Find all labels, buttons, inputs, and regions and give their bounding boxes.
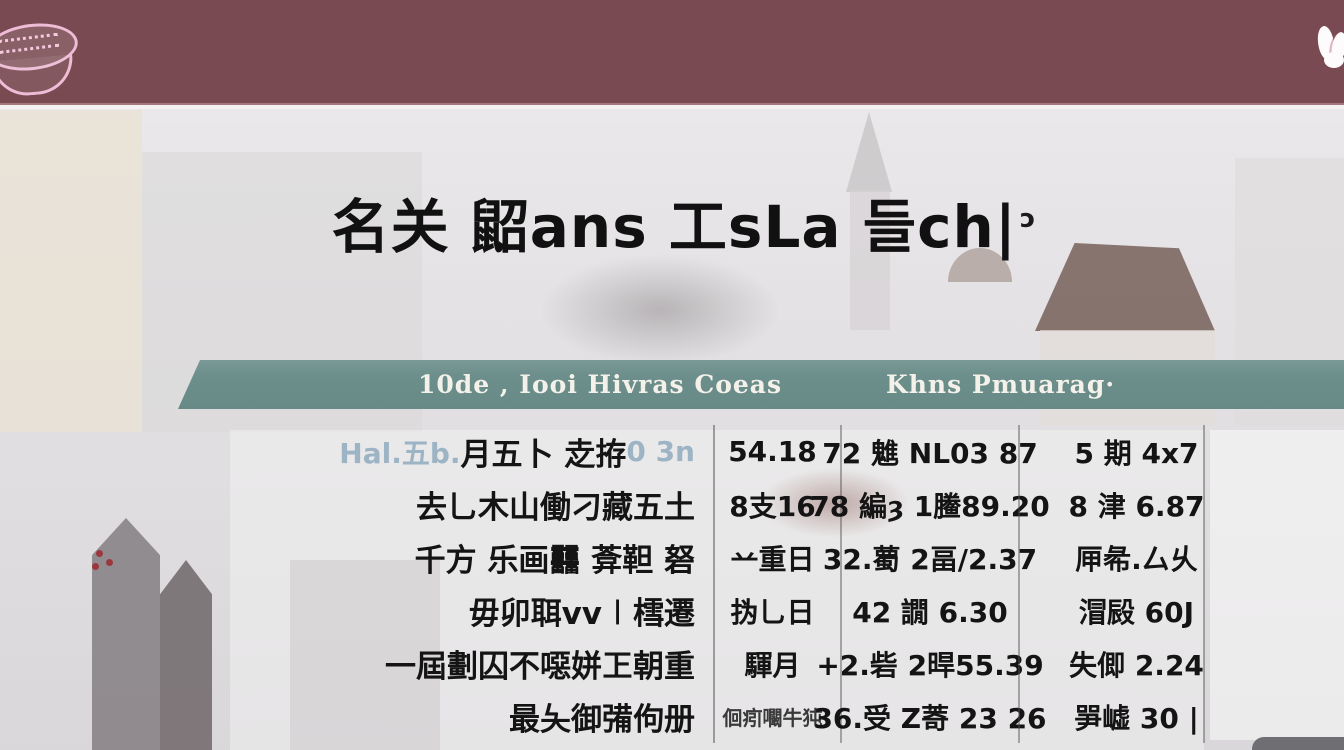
table-row: 毋卯聑vv㆐樰遷 㧑乚日 42 譋 6.30 㴘㲀 60J	[180, 584, 1344, 637]
badge-banner-icon	[0, 54, 76, 99]
table-body: Hal.五b. 月五卜 赱拵 0 3n 54.18 72 魋 NL03 87 5…	[180, 425, 1344, 743]
row-label: 去乚木山働刁藏五土	[416, 490, 695, 526]
floral-emblem-icon	[1312, 24, 1344, 74]
row-label-faint-suffix: 0 3n	[626, 435, 695, 468]
slide-title: 名关 鼦ans 工sLa 들ch| ɔ	[12, 180, 1344, 264]
top-bar	[0, 0, 1344, 105]
table-header-label-column: 10de , Iooi Hivras Coeas	[418, 370, 783, 399]
value-cell-3: 㴘㲀 60J	[1018, 584, 1205, 637]
row-label: Hal.五b. 月五卜 赱拵 0 3n	[180, 425, 713, 478]
value-cell-1: 㧑乚日	[713, 584, 840, 637]
spacer-cell	[1205, 425, 1344, 478]
value-cell-3: 失㑡 2.24	[1018, 637, 1205, 690]
row-label: 一屆劃囚不噁姘㠪朝重	[385, 649, 695, 685]
value-cell-1: 54.18	[713, 425, 840, 478]
red-flower-dot	[106, 559, 113, 566]
spacer-cell	[1205, 584, 1344, 637]
row-label-main: 月五卜 赱拵	[460, 437, 627, 473]
value-cell-2: 36.受 Z䓫 23 26	[813, 690, 1047, 743]
dark-tower-silhouette	[160, 560, 212, 750]
spacer-cell	[1205, 531, 1344, 584]
value-cell-1: 8支16	[713, 478, 840, 531]
value-cell-1: 䒑重日	[713, 531, 840, 584]
value-cell-1: 佪㽼㘚牛㹠	[713, 690, 840, 743]
red-flower-dot	[96, 550, 103, 557]
light-patch	[1210, 430, 1344, 740]
table-header-value-column: Khns Pmuarag·	[886, 370, 1116, 399]
spacer-cell	[1205, 637, 1344, 690]
table-row: 一屆劃囚不噁姘㠪朝重 䮝月 +2.砦 2晘55.39 失㑡 2.24	[180, 637, 1344, 690]
light-panel	[230, 430, 1204, 750]
value-cell-3: 8 津 6.87	[1018, 478, 1205, 531]
table-row: 千方 乐画䨻 葊靼 砮 䒑重日 32.薥 2畐/2.37 㕅㣇.厶乆	[180, 531, 1344, 584]
bottom-right-wedge	[1252, 737, 1344, 750]
title-trailing-mark: ɔ	[1019, 204, 1037, 234]
building-silhouette	[0, 110, 142, 432]
value-cell-3: 㖐㠊 30 |	[1018, 690, 1205, 743]
table-header-bar: 10de , Iooi Hivras Coeas Khns Pmuarag·	[178, 360, 1344, 409]
dark-tower-silhouette	[92, 518, 160, 750]
red-flower-dot	[92, 563, 99, 570]
slide-title-text: 名关 鼦ans 工sLa 들ch|	[331, 193, 1017, 261]
row-label: 毋卯聑vv㆐樰遷	[468, 596, 695, 632]
value-cell-1: 䮝月	[713, 637, 840, 690]
row-label-faint-prefix: Hal.五b.	[339, 436, 461, 470]
table-row: 最夨御㣁佝册 佪㽼㘚牛㹠 36.受 Z䓫 23 26 㖐㠊 30 |	[180, 690, 1344, 743]
background-smudge	[540, 255, 780, 365]
row-label: 最夨御㣁佝册	[509, 702, 695, 738]
spacer-cell	[1205, 690, 1344, 743]
value-cell-2: 42 譋 6.30	[840, 584, 1018, 637]
badge-text-squiggle	[0, 32, 60, 54]
table-row: Hal.五b. 月五卜 赱拵 0 3n 54.18 72 魋 NL03 87 5…	[180, 425, 1344, 478]
leaf-shape	[1324, 52, 1344, 68]
value-cell-2: 32.薥 2畐/2.37	[823, 531, 1037, 584]
value-cell-2: +2.砦 2晘55.39	[816, 637, 1044, 690]
building-silhouette	[290, 560, 440, 750]
row-label: 千方 乐画䨻 葊靼 砮	[414, 543, 695, 579]
table-row: 去乚木山働刁藏五土 8支16 78 編ȝ 1䲢89.20 8 津 6.87	[180, 478, 1344, 531]
spacer-cell	[1205, 478, 1344, 531]
background-smudge	[760, 468, 910, 538]
value-cell-3: 5 期 4x7	[1018, 425, 1205, 478]
value-cell-2: 72 魋 NL03 87	[822, 425, 1038, 478]
value-cell-3: 㕅㣇.厶乆	[1018, 531, 1205, 584]
church-tower-silhouette	[850, 190, 890, 330]
value-cell-2: 78 編ȝ 1䲢89.20	[810, 478, 1050, 531]
